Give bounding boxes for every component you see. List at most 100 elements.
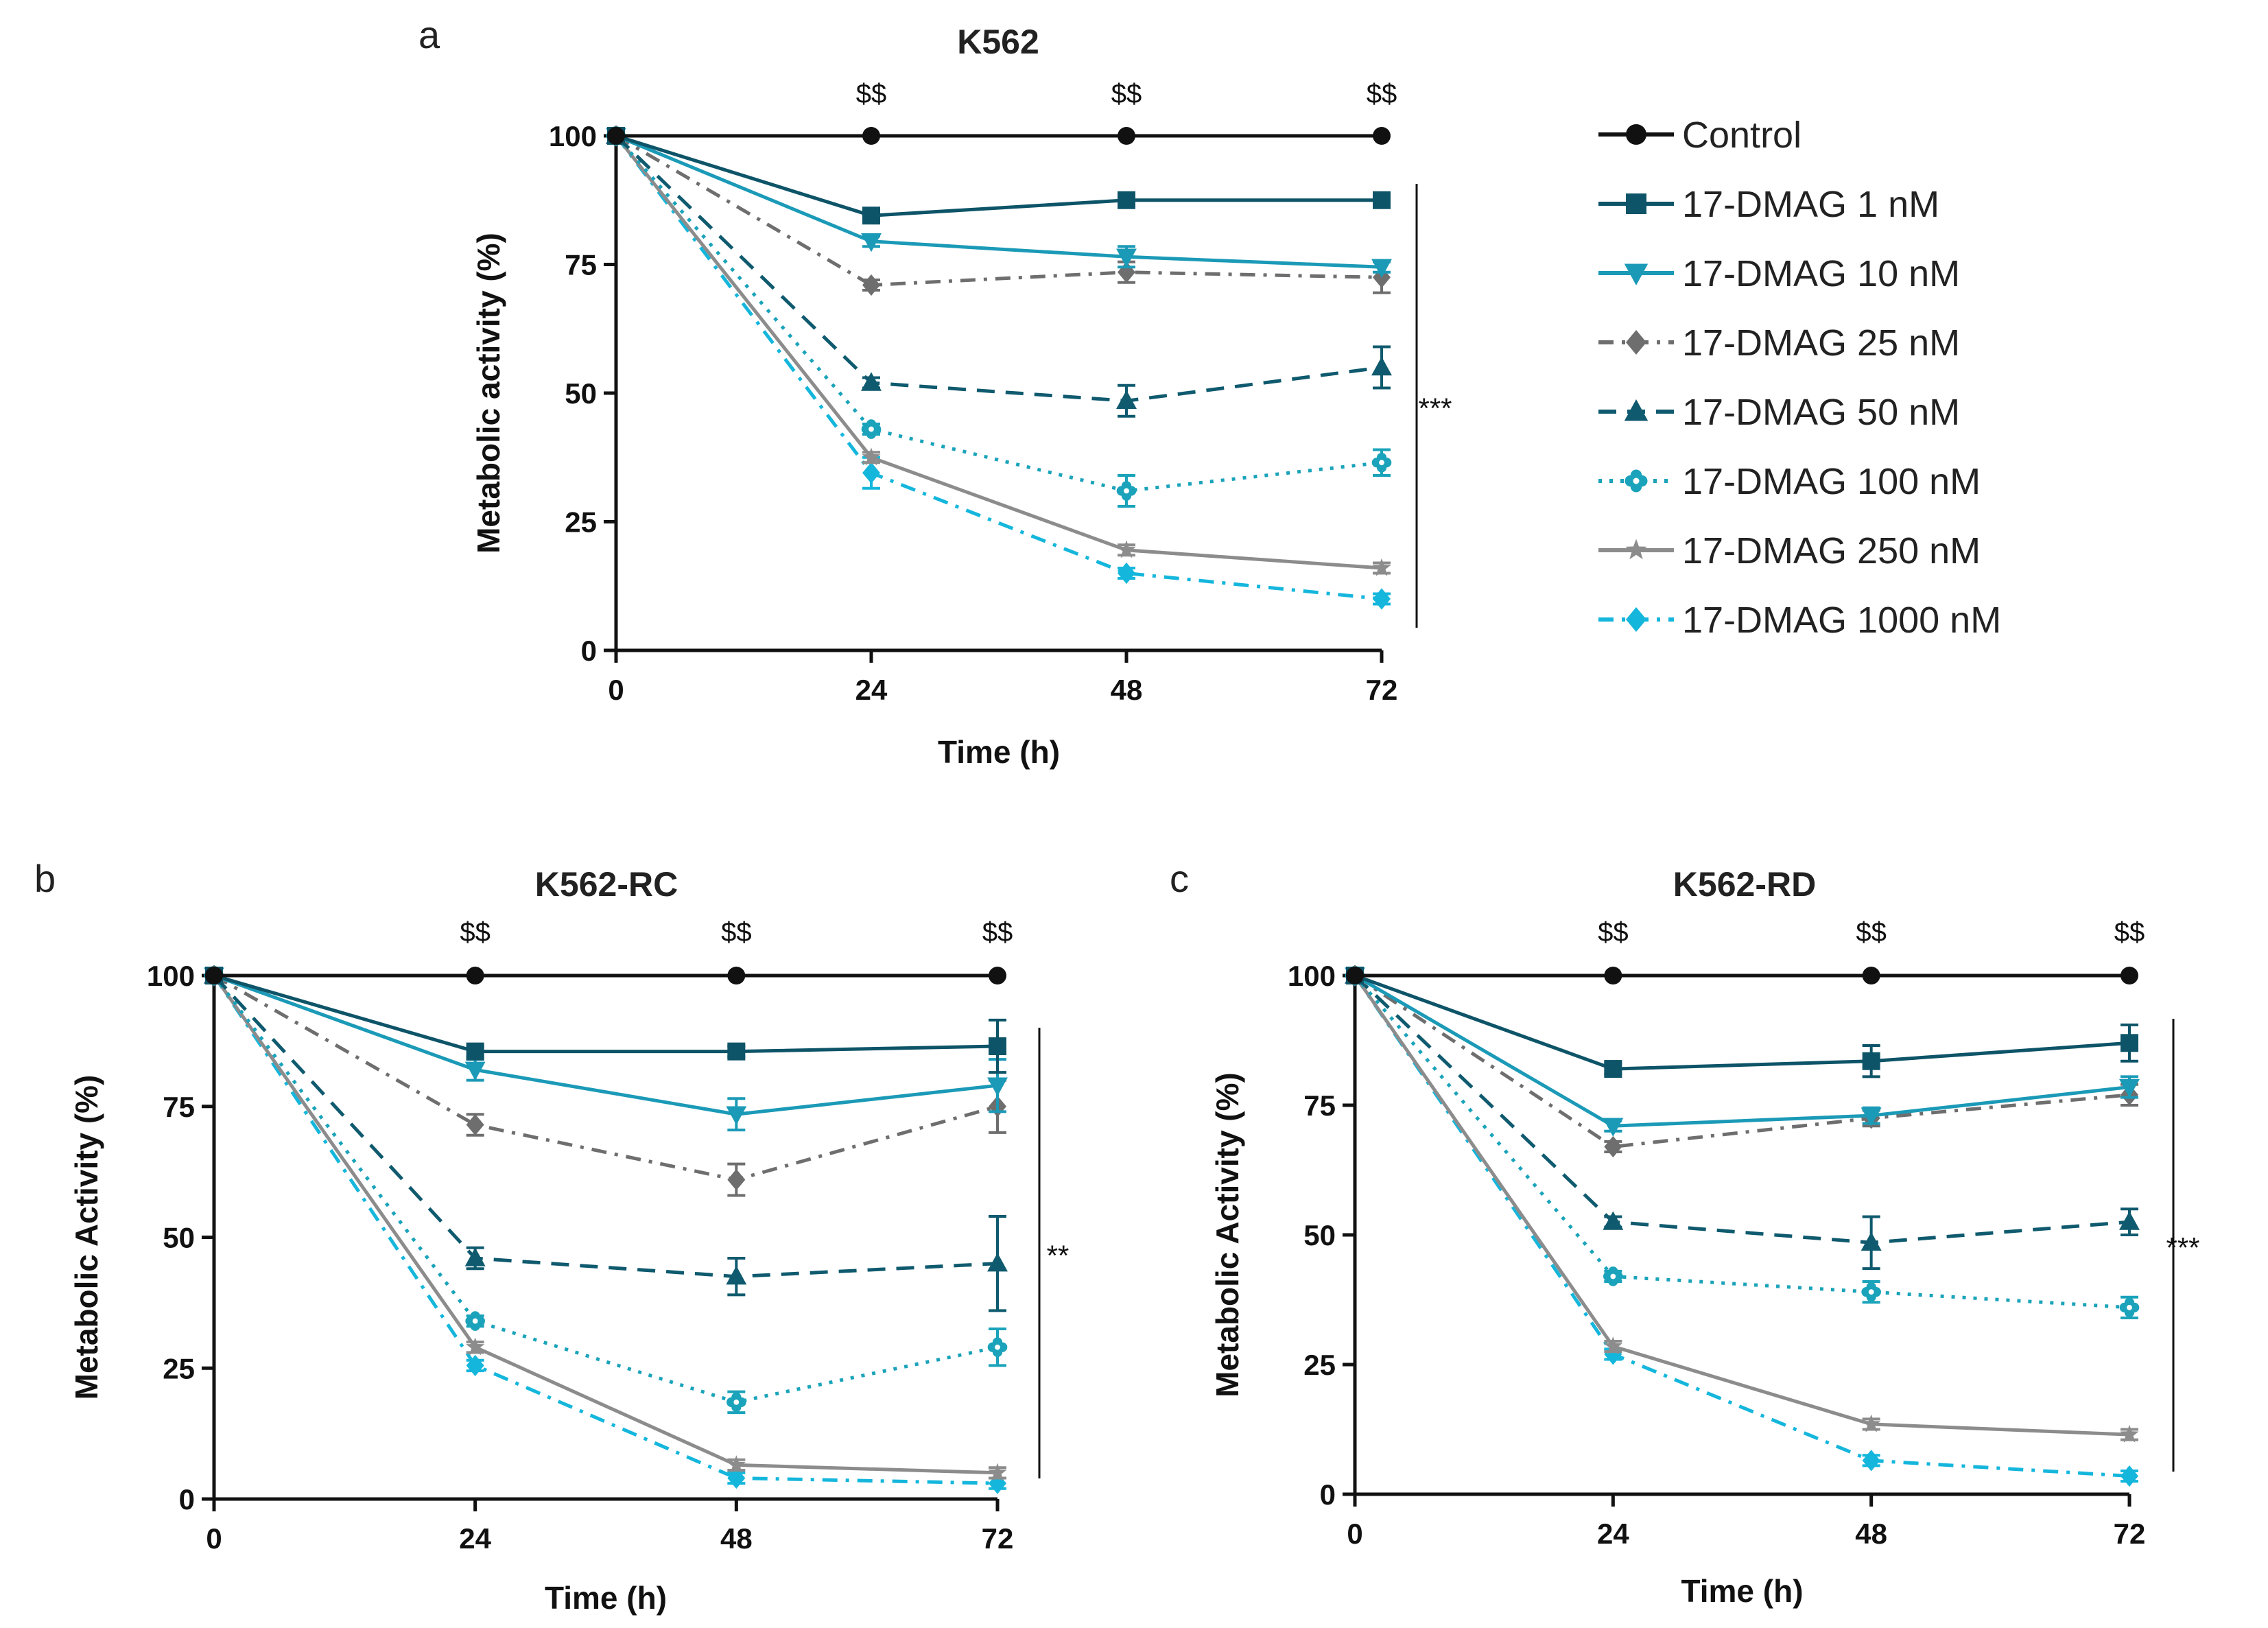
panel-a-xlabel: Time (h) [938, 734, 1060, 770]
panel-b-series-17-dmag-1000-nm-point-1 [466, 1354, 484, 1377]
panel-c-series-17-dmag-100-nm-point-3 [2119, 1297, 2140, 1318]
panel-c-xtick-label-0: 0 [1347, 1518, 1362, 1550]
panel-b-ytick-label-1: 25 [163, 1352, 195, 1384]
panel-c-series-17-dmag-50-nm-point-2 [1861, 1231, 1882, 1251]
panel-a-series-17-dmag-1-nm-point-1 [862, 207, 880, 225]
panel-a-series-17-dmag-100-nm-point-3 [1371, 452, 1392, 473]
panel-c-series-control-point-2 [1862, 967, 1880, 984]
panel-a-ytick-label-0: 0 [581, 635, 597, 667]
panel-c-series-17-dmag-250-nm-point-2 [1862, 1414, 1881, 1432]
panel-c-series-control-point-0 [1346, 967, 1364, 984]
legend-entry-17-dmag-250-nm: 17-DMAG 250 nM [1598, 530, 1981, 571]
panel-b-series-17-dmag-1000-nm [205, 965, 1006, 1494]
legend-entry-17-dmag-25-nm: 17-DMAG 25 nM [1598, 322, 1960, 364]
panel-a-series-17-dmag-1-nm-line [615, 134, 1382, 217]
panel-a-dollar-1: $$ [1111, 79, 1142, 109]
panel-b-series-control [205, 967, 1006, 984]
panel-b-series-control-point-1 [466, 967, 484, 984]
panel-b-series-17-dmag-1-nm-point-2 [727, 1042, 746, 1061]
panel-b-series-17-dmag-250-nm-point-2 [727, 1455, 746, 1473]
panel-c-xtick-label-2: 48 [1855, 1518, 1887, 1550]
legend-label-4: 17-DMAG 50 nM [1682, 392, 1960, 433]
panel-c: c K562-RD 0 25 50 75 100 0 24 48 72 Time (h) Metabol… [1170, 857, 2200, 1609]
panel-b-series-17-dmag-1-nm-point-1 [466, 1042, 484, 1061]
legend-marker-4 [1624, 399, 1649, 421]
panel-c-series-17-dmag-50-nm-point-1 [1603, 1211, 1624, 1230]
panel-c-series-17-dmag-50-nm-point-3 [2119, 1211, 2140, 1230]
legend-marker-7 [1626, 607, 1646, 632]
panel-b-ytick-label-2: 50 [163, 1222, 195, 1254]
panel-a-ylabel: Metabolic activity (%) [471, 233, 506, 554]
panel-a-letter: a [418, 13, 440, 56]
panel-b-series-17-dmag-50-nm-line [213, 974, 998, 1279]
panel-a-dollar-2: $$ [1367, 79, 1397, 109]
panel-b-series-17-dmag-100-nm-line [213, 974, 998, 1404]
panel-a-ytick-label-4: 100 [549, 120, 597, 152]
panel-b-ytick-label-3: 75 [163, 1091, 195, 1123]
panel-b-series-17-dmag-1-nm-point-3 [989, 1037, 1006, 1056]
panel-a-series-17-dmag-250-nm [606, 126, 1391, 576]
panel-a-title: K562 [957, 23, 1039, 61]
panel-c-series-17-dmag-1000-nm-point-3 [2121, 1465, 2138, 1487]
panel-c-series-control-point-3 [2121, 967, 2138, 984]
panel-a: a K562 0 25 50 75 100 0 24 48 72 Time (h) Metabolic … [418, 13, 1452, 770]
legend: Control 17-DMAG 1 nM 17-DMAG 10 nM 17-DMAG … [1598, 115, 2001, 641]
panel-c-series-17-dmag-50-nm [1345, 965, 2140, 1271]
legend-label-0: Control [1682, 115, 1802, 156]
panel-c-series-17-dmag-1-nm-point-3 [2121, 1034, 2138, 1052]
panel-b-series-17-dmag-250-nm-point-3 [988, 1463, 1007, 1481]
panel-c-series-17-dmag-1000-nm-line [1353, 974, 2130, 1478]
panel-b-series-17-dmag-250-nm [204, 965, 1007, 1481]
panel-a-ytick-label-1: 25 [565, 506, 597, 539]
legend-marker-6 [1625, 539, 1647, 560]
panel-a-series-control [607, 127, 1391, 145]
legend-label-5: 17-DMAG 100 nM [1682, 461, 1981, 502]
panel-a-series-17-dmag-50-nm-point-1 [861, 372, 882, 391]
panel-b-series-17-dmag-100-nm-point-1 [465, 1311, 485, 1331]
panel-c-ytick-label-4: 100 [1288, 960, 1336, 992]
panel-b-series-17-dmag-1000-nm-point-2 [727, 1467, 746, 1489]
legend-entry-control: Control [1598, 115, 1802, 156]
legend-marker-1 [1626, 193, 1646, 214]
panel-b-xtick-label-2: 48 [720, 1522, 753, 1555]
panel-c-series-17-dmag-50-nm-line [1354, 974, 2130, 1244]
panel-b-series-control-point-3 [989, 967, 1006, 984]
panel-b-xtick-label-3: 72 [982, 1522, 1014, 1555]
panel-a-series-17-dmag-100-nm [606, 126, 1392, 508]
panel-c-ylabel: Metabolic Activity (%) [1209, 1072, 1245, 1397]
legend-marker-2 [1624, 263, 1649, 285]
panel-b-letter: b [34, 857, 56, 900]
panel-c-series-17-dmag-1-nm [1346, 967, 2138, 1078]
panel-c-series-17-dmag-100-nm-line [1354, 974, 2130, 1310]
legend-label-1: 17-DMAG 1 nM [1682, 184, 1939, 225]
panel-a-series-17-dmag-250-nm-line [615, 134, 1382, 570]
panel-a-series-control-point-1 [862, 127, 880, 145]
panel-c-significance: *** [2166, 1231, 2199, 1264]
panel-c-series-17-dmag-25-nm [1346, 965, 2138, 1158]
legend-label-6: 17-DMAG 250 nM [1682, 530, 1981, 571]
panel-c-series-17-dmag-10-nm-point-2 [1861, 1107, 1882, 1126]
panel-c-xtick-label-3: 72 [2114, 1518, 2146, 1550]
legend-marker-0 [1626, 124, 1646, 145]
legend-entry-17-dmag-1000-nm: 17-DMAG 1000 nM [1598, 600, 2001, 641]
panel-c-series-17-dmag-10-nm-point-3 [2119, 1078, 2140, 1098]
panel-c-xlabel: Time (h) [1681, 1573, 1803, 1609]
panel-a-series-17-dmag-1000-nm-line [615, 134, 1382, 601]
panel-b-series-control-point-2 [727, 967, 746, 984]
panel-a-series-17-dmag-1-nm-point-2 [1118, 191, 1135, 209]
panel-b-series-17-dmag-25-nm-line [213, 974, 998, 1182]
panel-c-series-17-dmag-10-nm-line [1354, 974, 2130, 1128]
panel-c-series-17-dmag-1000-nm-point-2 [1862, 1450, 1880, 1472]
panel-c-dollar-2: $$ [2114, 917, 2145, 947]
panel-a-xtick-label-0: 0 [608, 674, 624, 706]
legend-label-3: 17-DMAG 25 nM [1682, 322, 1960, 364]
panel-b-series-17-dmag-250-nm-line [212, 974, 998, 1475]
panel-b-series-17-dmag-100-nm-point-3 [987, 1337, 1008, 1358]
panel-b-series-17-dmag-250-nm-point-1 [466, 1337, 485, 1356]
panel-a-series-17-dmag-50-nm-point-3 [1371, 356, 1392, 376]
panel-b: b K562-RC 0 25 50 75 100 0 24 48 72 Time (h) Metabol… [34, 857, 1069, 1616]
panel-c-series-17-dmag-100-nm-point-2 [1861, 1282, 1881, 1302]
panel-b-ytick-label-0: 0 [179, 1483, 195, 1515]
panel-a-ytick-label-3: 75 [565, 249, 597, 281]
